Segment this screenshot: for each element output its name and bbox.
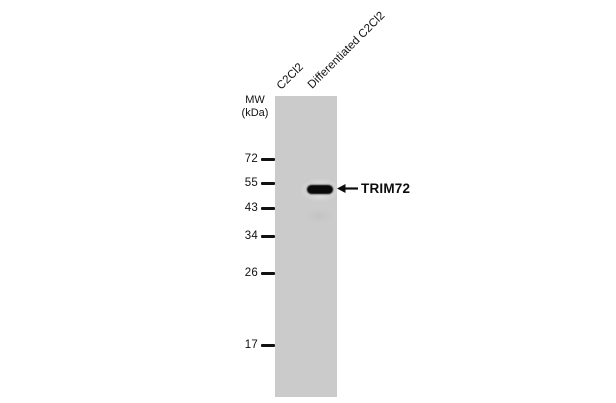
mw-marker-row-72: 72 — [226, 152, 275, 166]
mw-tick — [261, 234, 275, 238]
mw-marker-row-34: 34 — [226, 229, 275, 243]
band-smudge — [305, 208, 333, 224]
mw-marker-value: 17 — [244, 339, 258, 351]
lane-label-differentiated-c2cl2: Differentiated C2Cl2 — [305, 9, 388, 92]
mw-marker-row-55: 55 — [226, 176, 275, 190]
mw-marker-row-17: 17 — [226, 338, 275, 352]
mw-marker-value: 26 — [244, 267, 258, 279]
mw-tick — [261, 206, 275, 210]
mw-axis-label-line1: MW — [245, 94, 265, 106]
mw-marker-value: 72 — [244, 153, 258, 165]
mw-tick — [261, 343, 275, 347]
protein-band — [307, 185, 333, 194]
lane-label-c2cl2: C2Cl2 — [274, 61, 306, 93]
mw-tick — [261, 271, 275, 275]
mw-marker-value: 34 — [244, 230, 258, 242]
mw-marker-row-43: 43 — [226, 201, 275, 215]
mw-marker-row-26: 26 — [226, 266, 275, 280]
left-arrow-icon — [337, 184, 358, 193]
mw-marker-value: 55 — [244, 177, 258, 189]
mw-axis-label-line2: (kDa) — [241, 107, 269, 119]
gel-lane — [275, 96, 337, 397]
mw-tick — [261, 157, 275, 161]
mw-marker-value: 43 — [244, 202, 258, 214]
band-annotation-trim72: TRIM72 — [361, 181, 411, 196]
mw-axis-label: MW (kDa) — [234, 94, 276, 120]
mw-tick — [261, 181, 275, 185]
